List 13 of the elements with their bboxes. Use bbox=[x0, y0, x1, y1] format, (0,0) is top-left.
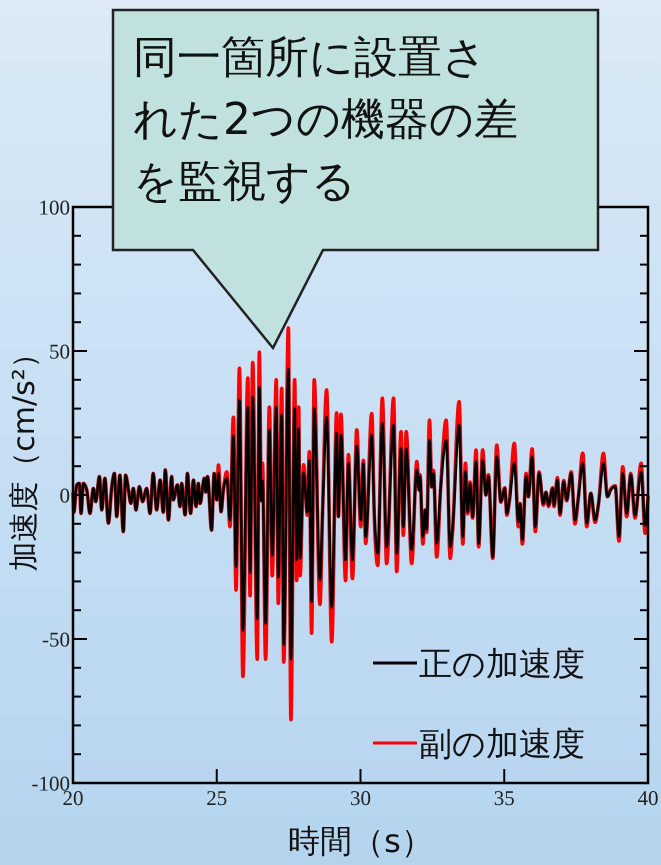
x-tick-label: 30 bbox=[350, 786, 371, 810]
y-tick-label: 100 bbox=[38, 195, 70, 220]
y-tick-label: 50 bbox=[49, 339, 70, 364]
y-axis-title: 加速度（cm/s²） bbox=[7, 338, 42, 572]
x-tick-label: 40 bbox=[638, 786, 658, 810]
x-tick-label: 35 bbox=[494, 786, 515, 810]
y-tick-label: -50 bbox=[42, 627, 70, 652]
y-tick-label: 0 bbox=[60, 483, 70, 508]
x-tick-label: 25 bbox=[206, 786, 228, 810]
x-axis-title: 時間（s） bbox=[288, 822, 433, 860]
legend-label: 正の加速度 bbox=[419, 644, 585, 683]
annotation: 同一箇所に設置された2つの機器の差を監視する bbox=[133, 32, 518, 207]
legend-label: 副の加速度 bbox=[419, 724, 585, 763]
